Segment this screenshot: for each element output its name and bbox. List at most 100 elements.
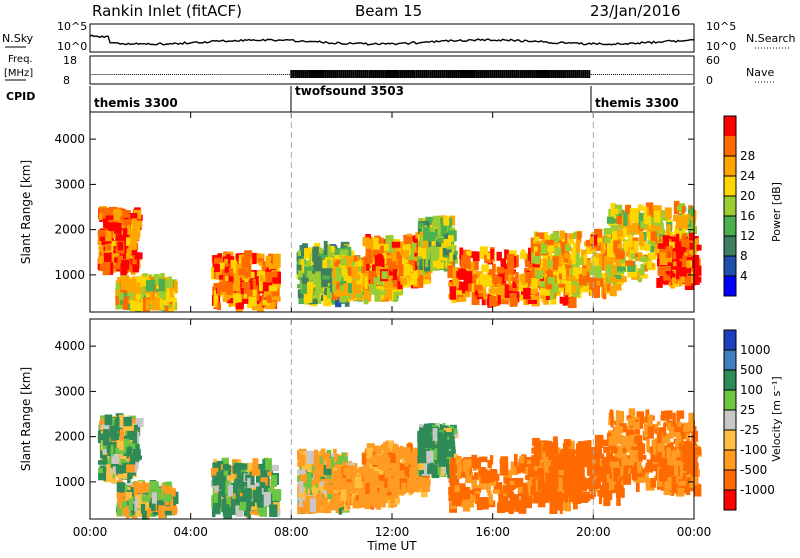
heatmap-cell xyxy=(612,209,619,214)
heatmap-cell xyxy=(665,207,672,218)
heatmap-cell xyxy=(374,277,379,282)
nsky-trace xyxy=(90,35,694,45)
heatmap-cell xyxy=(366,464,369,473)
heatmap-cell xyxy=(119,293,124,301)
heatmap-cell xyxy=(130,455,135,466)
heatmap-cell xyxy=(586,240,591,247)
heatmap-cell xyxy=(307,451,314,464)
freq-label-line1: Freq. xyxy=(8,54,33,65)
heatmap-cell xyxy=(265,458,272,470)
heatmap-cell xyxy=(335,485,339,491)
heatmap-cell xyxy=(400,278,407,285)
heatmap-cell xyxy=(521,249,525,257)
heatmap-cell xyxy=(142,483,150,492)
heatmap-cell xyxy=(109,426,117,438)
heatmap-cell xyxy=(307,282,313,294)
heatmap-cell xyxy=(505,284,509,296)
heatmap-cell xyxy=(489,296,496,307)
heatmap-cell xyxy=(310,498,316,512)
heatmap-cell xyxy=(225,276,228,281)
heatmap-cell xyxy=(654,210,661,222)
heatmap-cell xyxy=(158,505,165,518)
heatmap-cell xyxy=(560,231,565,240)
heatmap-cell xyxy=(430,249,438,261)
heatmap-cell xyxy=(423,227,430,241)
heatmap-cell xyxy=(676,242,681,255)
heatmap-cell xyxy=(595,266,602,278)
heatmap-cell xyxy=(414,239,419,244)
heatmap-cell xyxy=(486,278,492,287)
heatmap-cell xyxy=(354,476,362,488)
heatmap-cell xyxy=(686,260,690,268)
heatmap-cell xyxy=(159,279,166,291)
y-tick-label: 3000 xyxy=(54,177,85,191)
heatmap-cell xyxy=(370,287,376,295)
heatmap-cell xyxy=(394,475,398,483)
heatmap-cell xyxy=(217,303,221,310)
heatmap-cell xyxy=(535,252,540,257)
heatmap-cell xyxy=(623,212,627,226)
heatmap-cell xyxy=(382,458,390,464)
heatmap-cell xyxy=(121,260,129,265)
heatmap-cell xyxy=(236,493,240,506)
heatmap-cell xyxy=(113,209,120,221)
heatmap-cell xyxy=(507,254,515,266)
heatmap-cell xyxy=(665,258,672,263)
heatmap-cell xyxy=(558,288,565,292)
heatmap-cell xyxy=(370,484,378,497)
heatmap-cell xyxy=(345,456,348,462)
heatmap-cell xyxy=(443,239,450,247)
heatmap-cell xyxy=(640,264,644,275)
heatmap-cell xyxy=(131,218,137,224)
heatmap-cell xyxy=(129,244,137,250)
heatmap-cell xyxy=(232,284,240,292)
heatmap-cell xyxy=(231,499,236,506)
heatmap-cell xyxy=(379,237,382,244)
heatmap-cell xyxy=(298,270,303,277)
heatmap-cell xyxy=(553,257,558,270)
heatmap-cell xyxy=(630,213,635,219)
heatmap-cell xyxy=(525,272,532,283)
heatmap-cell xyxy=(673,252,676,260)
y-tick-label: 1000 xyxy=(54,268,85,282)
heatmap-cell xyxy=(667,224,671,236)
heatmap-cell xyxy=(105,415,113,426)
heatmap-cell xyxy=(352,280,356,293)
heatmap-cell xyxy=(413,271,417,279)
heatmap-cell xyxy=(406,453,412,458)
heatmap-cell xyxy=(226,497,229,505)
heatmap-cell xyxy=(118,242,124,250)
heatmap-cell xyxy=(304,285,307,294)
heatmap-cell xyxy=(236,303,244,309)
heatmap-cell xyxy=(305,267,314,271)
heatmap-cell xyxy=(461,255,468,268)
heatmap-cell xyxy=(99,213,103,220)
heatmap-cell xyxy=(102,455,107,460)
heatmap-cell xyxy=(238,269,247,276)
heatmap-cell xyxy=(610,225,618,231)
heatmap-cell xyxy=(240,496,247,502)
nsky-tick-right-top: 10^5 xyxy=(706,20,736,33)
heatmap-cell xyxy=(117,482,125,492)
heatmap-cell xyxy=(365,239,373,249)
heatmap-cell xyxy=(353,501,360,509)
heatmap-cell xyxy=(314,256,322,267)
heatmap-cell xyxy=(450,286,457,300)
heatmap-cell xyxy=(638,205,644,211)
heatmap-cell xyxy=(228,485,233,497)
power-ylabel: Slant Range [km] xyxy=(19,160,33,264)
heatmap-cell xyxy=(560,297,569,304)
freq-tick-left-bottom: 8 xyxy=(63,74,70,87)
heatmap-cell xyxy=(133,430,137,444)
heatmap-cell xyxy=(299,455,306,466)
freq-tick-left-top: 18 xyxy=(63,54,77,67)
heatmap-cell xyxy=(260,275,263,282)
heatmap-cell xyxy=(240,463,248,469)
heatmap-cell xyxy=(165,486,173,494)
heatmap-cell xyxy=(219,263,224,270)
heatmap-cell xyxy=(212,476,217,486)
heatmap-cell xyxy=(419,275,424,288)
heatmap-cell xyxy=(373,446,381,452)
heatmap-cell xyxy=(343,468,346,476)
heatmap-cell xyxy=(348,283,352,293)
